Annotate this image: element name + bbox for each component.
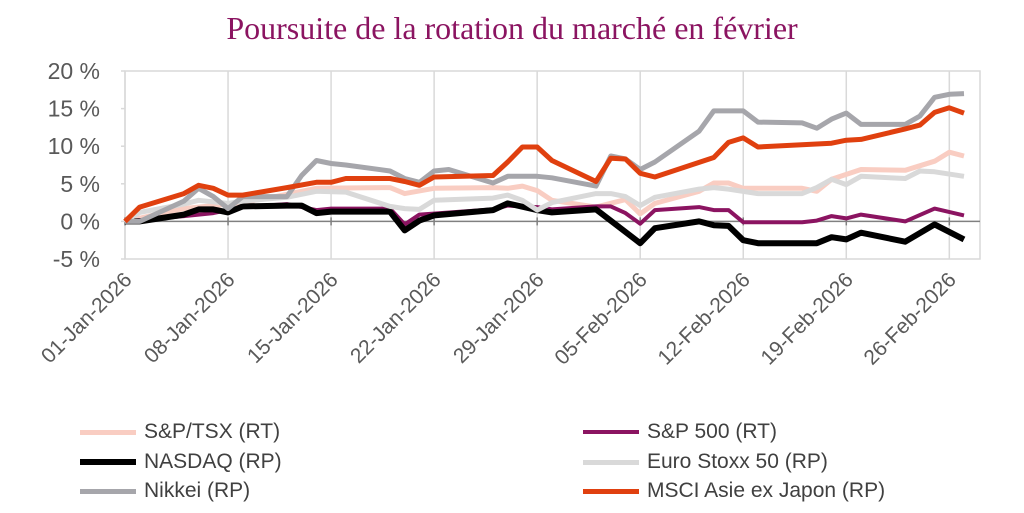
series-line-s-p-tsx-rt	[124, 149, 965, 224]
legend-item: S&P/TSX (RT)	[80, 420, 280, 444]
series-line-msci-asie-ex-japon-rp	[123, 105, 965, 224]
series-line-nikkei-rp	[125, 91, 965, 224]
x-tick-label: 22-Jan-2026	[346, 268, 446, 368]
x-tick-label: 26-Feb-2026	[860, 268, 961, 369]
legend-item: NASDAQ (RP)	[80, 450, 282, 474]
legend-label: NASDAQ (RP)	[144, 450, 282, 473]
legend-label: MSCI Asie ex Japon (RP)	[647, 479, 886, 502]
x-tick-label: 12-Feb-2026	[653, 268, 754, 369]
x-tick-label: 01-Jan-2026	[37, 268, 137, 368]
series-line-nasdaq-rp	[125, 200, 966, 247]
x-tick-label: 08-Jan-2026	[140, 268, 240, 368]
legend-label: S&P/TSX (RT)	[144, 420, 281, 443]
x-tick-label: 29-Jan-2026	[449, 268, 549, 368]
legend-swatch	[583, 459, 639, 465]
legend-label: S&P 500 (RT)	[647, 420, 777, 443]
legend-swatch	[80, 429, 136, 435]
y-tick-label: -5 %	[53, 246, 100, 272]
y-tick-label: 20 %	[48, 58, 100, 84]
x-tick-label: 19-Feb-2026	[757, 268, 858, 369]
legend-item: MSCI Asie ex Japon (RP)	[583, 479, 885, 503]
y-tick-label: 5 %	[60, 171, 100, 197]
legend-swatch	[80, 488, 136, 494]
legend-swatch	[583, 430, 639, 434]
plot-area	[124, 70, 981, 260]
legend-item: Nikkei (RP)	[80, 479, 250, 503]
chart-title: Poursuite de la rotation du marché en fé…	[226, 10, 798, 46]
legend-item: S&P 500 (RT)	[583, 420, 777, 444]
legend-label: Euro Stoxx 50 (RP)	[647, 450, 828, 473]
legend-item: Euro Stoxx 50 (RP)	[583, 450, 828, 474]
legend-swatch	[583, 488, 639, 494]
y-tick-label: 10 %	[48, 133, 100, 159]
x-tick-label: 05-Feb-2026	[550, 268, 651, 369]
line-chart: 01-Jan-2026 08-Jan-2026 15-Jan-2026 22-Jan-…	[37, 58, 981, 370]
y-tick-label: 0 %	[60, 208, 100, 234]
x-tick-label: 15-Jan-2026	[243, 268, 343, 368]
legend-swatch	[80, 459, 136, 465]
y-tick-label: 15 %	[48, 96, 100, 122]
legend-label: Nikkei (RP)	[144, 479, 251, 502]
